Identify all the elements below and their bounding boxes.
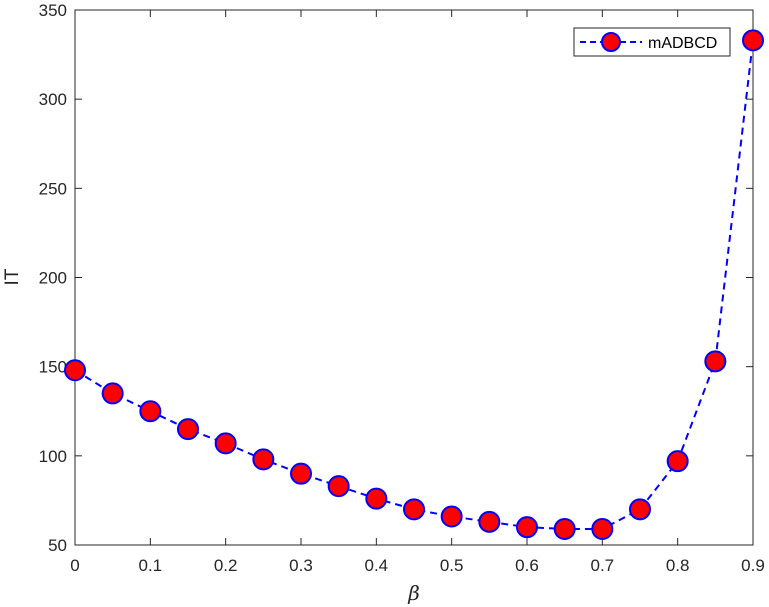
y-axis-ticks: 50 100 150 200 250 300 350	[39, 1, 753, 555]
data-point	[327, 475, 350, 498]
data-point	[629, 498, 651, 521]
legend-marker-sample	[601, 32, 621, 52]
data-point	[742, 29, 764, 52]
x-tick-label: 0	[70, 556, 79, 575]
x-tick-label: 0.2	[214, 556, 238, 575]
y-axis-title: IT	[2, 268, 23, 285]
y-tick-label: 200	[39, 269, 67, 288]
x-axis-ticks: 0 0.1 0.2 0.3 0.4 0.5 0.6 0.7 0.8 0.9	[70, 10, 765, 575]
data-point	[591, 517, 614, 540]
plot-area	[74, 9, 754, 546]
y-tick-label: 100	[39, 447, 67, 466]
data-point	[666, 450, 689, 473]
y-tick-label: 300	[39, 90, 67, 109]
data-point	[101, 382, 124, 405]
x-tick-label: 0.9	[741, 556, 765, 575]
x-tick-label: 0.1	[139, 556, 163, 575]
x-tick-label: 0.7	[591, 556, 615, 575]
y-tick-label: 150	[39, 358, 67, 377]
data-point	[365, 487, 388, 510]
legend: mADBCD	[573, 27, 731, 57]
data-point	[403, 498, 425, 521]
data-point	[177, 418, 199, 441]
legend-label: mADBCD	[648, 35, 717, 52]
data-point	[516, 516, 538, 539]
y-tick-label: 250	[39, 179, 67, 198]
data-point	[252, 448, 275, 471]
x-axis-title: β	[407, 581, 420, 605]
data-point	[440, 505, 463, 528]
x-tick-label: 0.3	[289, 556, 313, 575]
data-point	[214, 432, 237, 455]
data-point	[478, 510, 501, 533]
data-point	[139, 400, 162, 423]
data-point	[553, 517, 576, 540]
data-point	[64, 359, 86, 382]
y-tick-label: 50	[48, 536, 67, 555]
data-point	[704, 350, 727, 373]
x-tick-label: 0.4	[365, 556, 389, 575]
data-point	[290, 462, 312, 485]
y-tick-label: 350	[39, 1, 67, 20]
x-tick-label: 0.8	[666, 556, 690, 575]
series-layer	[64, 29, 764, 540]
x-tick-label: 0.5	[440, 556, 464, 575]
x-tick-label: 0.6	[515, 556, 539, 575]
